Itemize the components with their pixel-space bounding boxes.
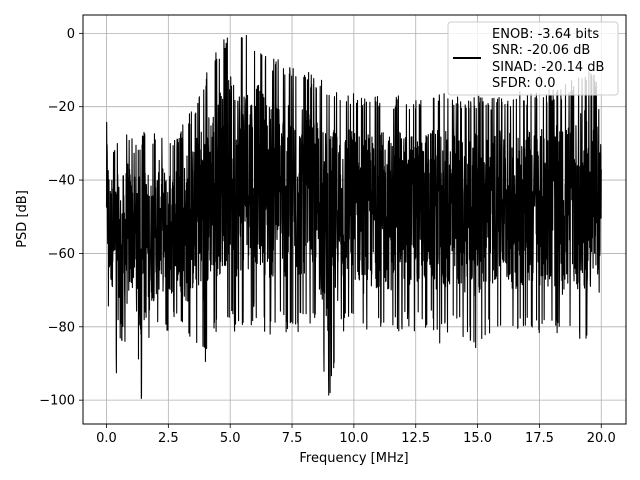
x-tick-label: 2.5 xyxy=(158,431,179,446)
x-tick-label: 12.5 xyxy=(401,431,430,446)
x-tick-label: 15.0 xyxy=(463,431,492,446)
y-tick-label: −40 xyxy=(48,174,75,189)
legend-entry-sfdr: SFDR: 0.0 xyxy=(492,76,556,91)
y-tick-label: −20 xyxy=(48,100,75,115)
y-tick-label: −60 xyxy=(48,247,75,262)
y-tick-label: −100 xyxy=(39,394,75,409)
y-tick-label: −80 xyxy=(48,320,75,335)
psd-series-line xyxy=(105,34,602,400)
y-axis: 0 −20 −40 −60 −80 −100 xyxy=(39,27,83,409)
legend-entry-enob: ENOB: -3.64 bits xyxy=(492,27,599,42)
x-axis-label: Frequency [MHz] xyxy=(299,451,408,466)
x-tick-label: 20.0 xyxy=(587,431,616,446)
legend-entry-snr: SNR: -20.06 dB xyxy=(492,43,590,58)
plot-frame xyxy=(82,14,627,425)
x-tick-label: 10.0 xyxy=(339,431,368,446)
x-tick-label: 0.0 xyxy=(96,431,117,446)
x-tick-label: 17.5 xyxy=(525,431,554,446)
x-tick-label: 5.0 xyxy=(220,431,241,446)
legend: ENOB: -3.64 bits SNR: -20.06 dB SINAD: -… xyxy=(447,21,619,96)
y-tick-label: 0 xyxy=(67,27,75,42)
x-tick-label: 7.5 xyxy=(282,431,303,446)
series-layer xyxy=(105,34,602,400)
legend-entry-sinad: SINAD: -20.14 dB xyxy=(492,60,604,75)
legend-box xyxy=(447,21,619,96)
x-axis: 0.0 2.5 5.0 7.5 10.0 12.5 15.0 17.5 20.0 xyxy=(96,424,616,446)
y-axis-label: PSD [dB] xyxy=(15,190,30,248)
